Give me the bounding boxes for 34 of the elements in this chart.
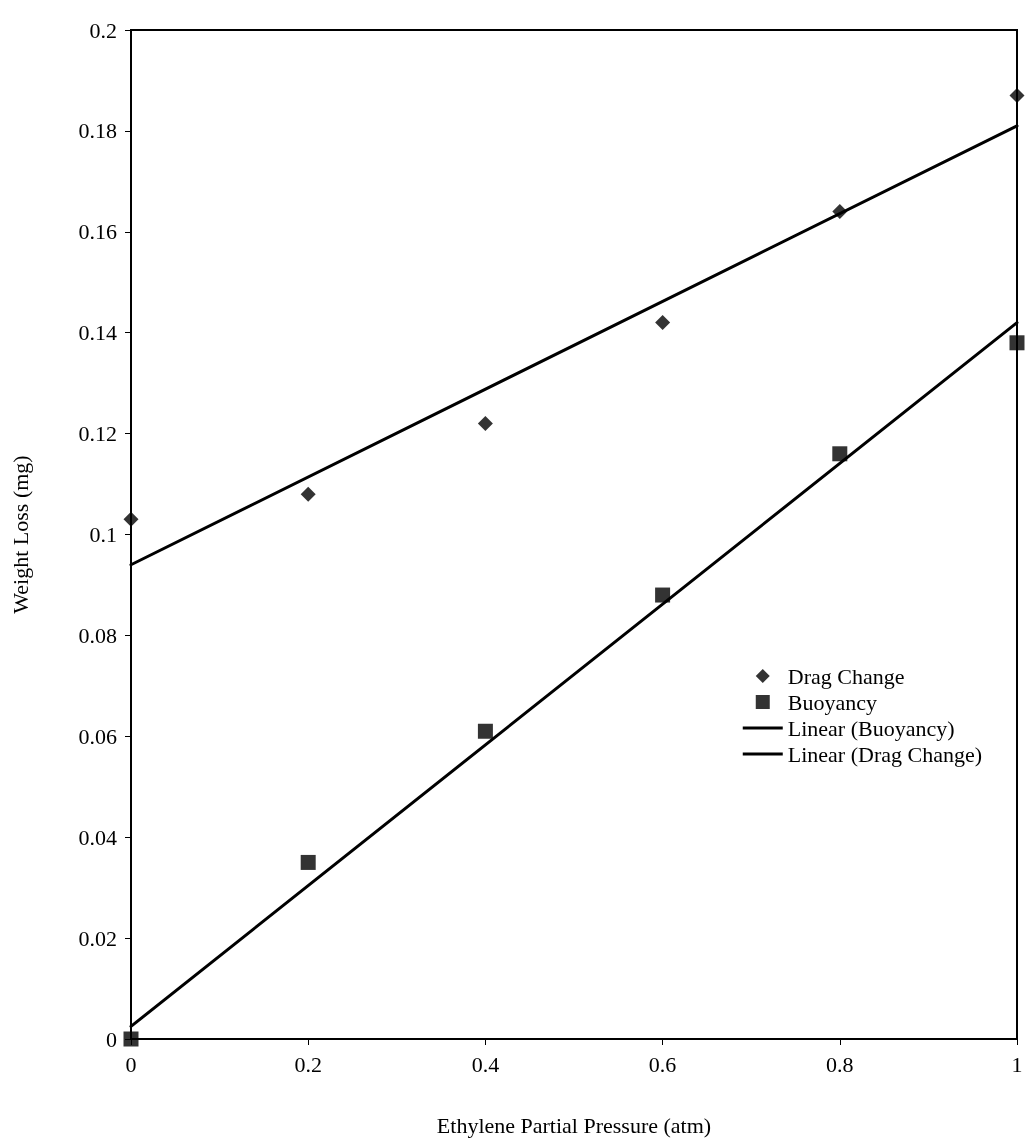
point xyxy=(123,1031,139,1047)
point xyxy=(832,446,848,462)
legend-label: Drag Change xyxy=(787,663,905,689)
y-axis-title: Weight Loss (mg) xyxy=(7,455,33,614)
point xyxy=(655,315,671,331)
x-tick-label: 0.8 xyxy=(826,1051,854,1077)
y-tick-label: 0.12 xyxy=(78,421,117,447)
point xyxy=(1009,335,1025,351)
x-tick-label: 0.6 xyxy=(648,1051,677,1077)
point xyxy=(1009,88,1025,104)
point xyxy=(300,854,316,870)
point xyxy=(477,723,493,739)
point xyxy=(123,511,139,527)
y-tick-label: 0.04 xyxy=(78,824,117,850)
legend-label: Linear (Drag Change) xyxy=(787,741,983,767)
x-tick-label: 0 xyxy=(125,1051,137,1077)
y-tick-label: 0.06 xyxy=(78,723,117,749)
point xyxy=(655,587,671,603)
x-tick-label: 0.4 xyxy=(471,1051,500,1077)
y-tick-label: 0.08 xyxy=(78,622,117,648)
y-tick-label: 0.2 xyxy=(89,17,117,43)
y-tick-label: 0.14 xyxy=(78,320,117,346)
y-tick-label: 0.1 xyxy=(89,522,117,547)
x-tick-label: 1 xyxy=(1011,1051,1023,1077)
y-tick-label: 0.16 xyxy=(78,219,117,245)
y-tick-label: 0.02 xyxy=(78,925,117,951)
legend-label: Buoyancy xyxy=(787,689,877,715)
legend-label: Linear (Buoyancy) xyxy=(787,715,955,741)
point xyxy=(300,486,316,502)
x-tick-label: 0.2 xyxy=(294,1051,322,1077)
y-tick-label: 0 xyxy=(106,1026,117,1052)
y-tick-label: 0.18 xyxy=(78,118,117,144)
point xyxy=(477,416,493,432)
x-axis-title: Ethylene Partial Pressure (atm) xyxy=(436,1112,712,1138)
